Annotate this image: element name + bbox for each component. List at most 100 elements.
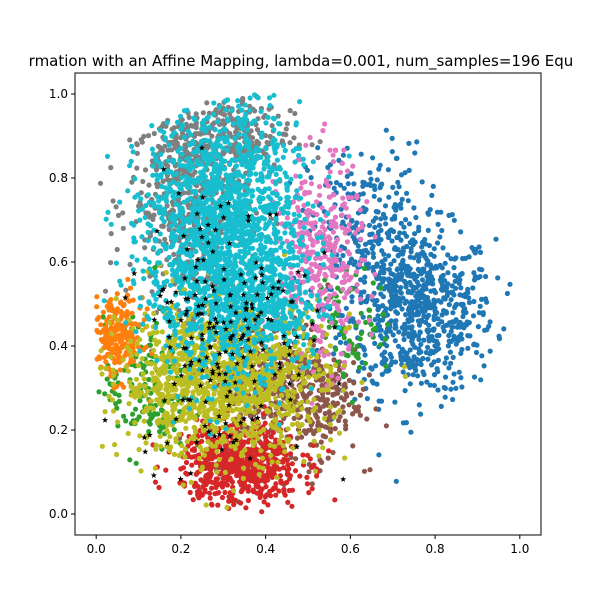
data-point [336, 367, 343, 373]
data-point [321, 398, 327, 404]
data-point [256, 358, 262, 365]
data-point [162, 143, 168, 149]
data-point [325, 183, 332, 189]
data-point [325, 377, 331, 384]
data-point [368, 365, 374, 371]
data-point [224, 147, 230, 153]
data-point [327, 147, 333, 153]
data-point [372, 302, 378, 308]
data-point [170, 412, 176, 419]
data-point [259, 455, 266, 461]
data-point [376, 452, 382, 458]
data-point [501, 326, 507, 332]
data-point [257, 478, 263, 484]
data-point [405, 263, 411, 269]
data-point [180, 388, 186, 394]
data-point [442, 260, 448, 266]
data-point [315, 264, 321, 270]
data-point [507, 281, 513, 287]
data-point [316, 422, 322, 428]
data-point [333, 180, 340, 186]
data-point [163, 381, 169, 387]
data-point [367, 170, 373, 176]
data-point [222, 438, 229, 444]
data-point [346, 311, 352, 317]
data-point [408, 249, 414, 255]
data-point [397, 230, 403, 236]
data-point [451, 371, 457, 377]
data-point [209, 501, 215, 507]
data-point [448, 386, 454, 392]
data-point [393, 207, 399, 213]
data-point [204, 100, 210, 106]
data-point [232, 446, 238, 452]
data-point [360, 386, 366, 392]
data-point [129, 321, 135, 327]
data-point [298, 185, 304, 191]
data-point [115, 212, 122, 218]
data-point [303, 142, 309, 148]
data-point [383, 336, 389, 342]
data-point [305, 220, 311, 226]
data-point [278, 478, 284, 484]
data-point [251, 355, 258, 361]
data-point [158, 443, 164, 449]
data-point [113, 401, 119, 407]
data-point [388, 227, 394, 233]
data-point [307, 208, 313, 214]
data-point [237, 444, 243, 450]
data-point [427, 382, 433, 388]
data-point [165, 429, 171, 435]
data-point [340, 252, 346, 259]
data-point [361, 279, 368, 285]
data-point [404, 190, 410, 196]
data-point [359, 379, 365, 385]
data-point [167, 448, 173, 454]
data-point [425, 227, 431, 233]
data-point [127, 348, 133, 354]
data-point [479, 296, 485, 302]
data-point [217, 129, 223, 135]
data-point [426, 322, 432, 328]
data-point [336, 417, 342, 424]
data-point [380, 311, 387, 317]
data-point [138, 468, 144, 474]
data-point [178, 381, 184, 387]
data-point [407, 279, 413, 286]
data-point [312, 468, 319, 474]
data-point [299, 434, 305, 440]
data-point [418, 380, 424, 386]
data-point [112, 391, 118, 397]
data-point [473, 349, 480, 356]
data-point [430, 183, 436, 189]
data-point [133, 376, 140, 382]
data-point [356, 364, 363, 371]
data-point [183, 418, 189, 424]
data-point [421, 253, 428, 259]
data-point [184, 357, 190, 363]
data-point [137, 336, 143, 343]
data-point [357, 392, 363, 398]
data-point [421, 337, 427, 343]
data-point [193, 125, 199, 131]
data-point [201, 452, 207, 458]
data-point [346, 377, 352, 383]
data-point [265, 388, 271, 394]
data-point [196, 390, 202, 396]
data-point [291, 389, 298, 395]
data-point [328, 429, 334, 435]
data-point [483, 273, 489, 280]
data-point [188, 440, 194, 446]
data-point [366, 239, 372, 245]
data-point [379, 248, 385, 254]
data-point [296, 213, 302, 219]
data-point [219, 401, 226, 407]
data-point [199, 464, 206, 470]
data-point [378, 216, 384, 222]
data-point [438, 274, 444, 280]
data-point [392, 202, 398, 208]
data-point [221, 388, 227, 394]
data-point [441, 295, 447, 301]
data-point [448, 256, 454, 262]
data-point [137, 382, 143, 388]
